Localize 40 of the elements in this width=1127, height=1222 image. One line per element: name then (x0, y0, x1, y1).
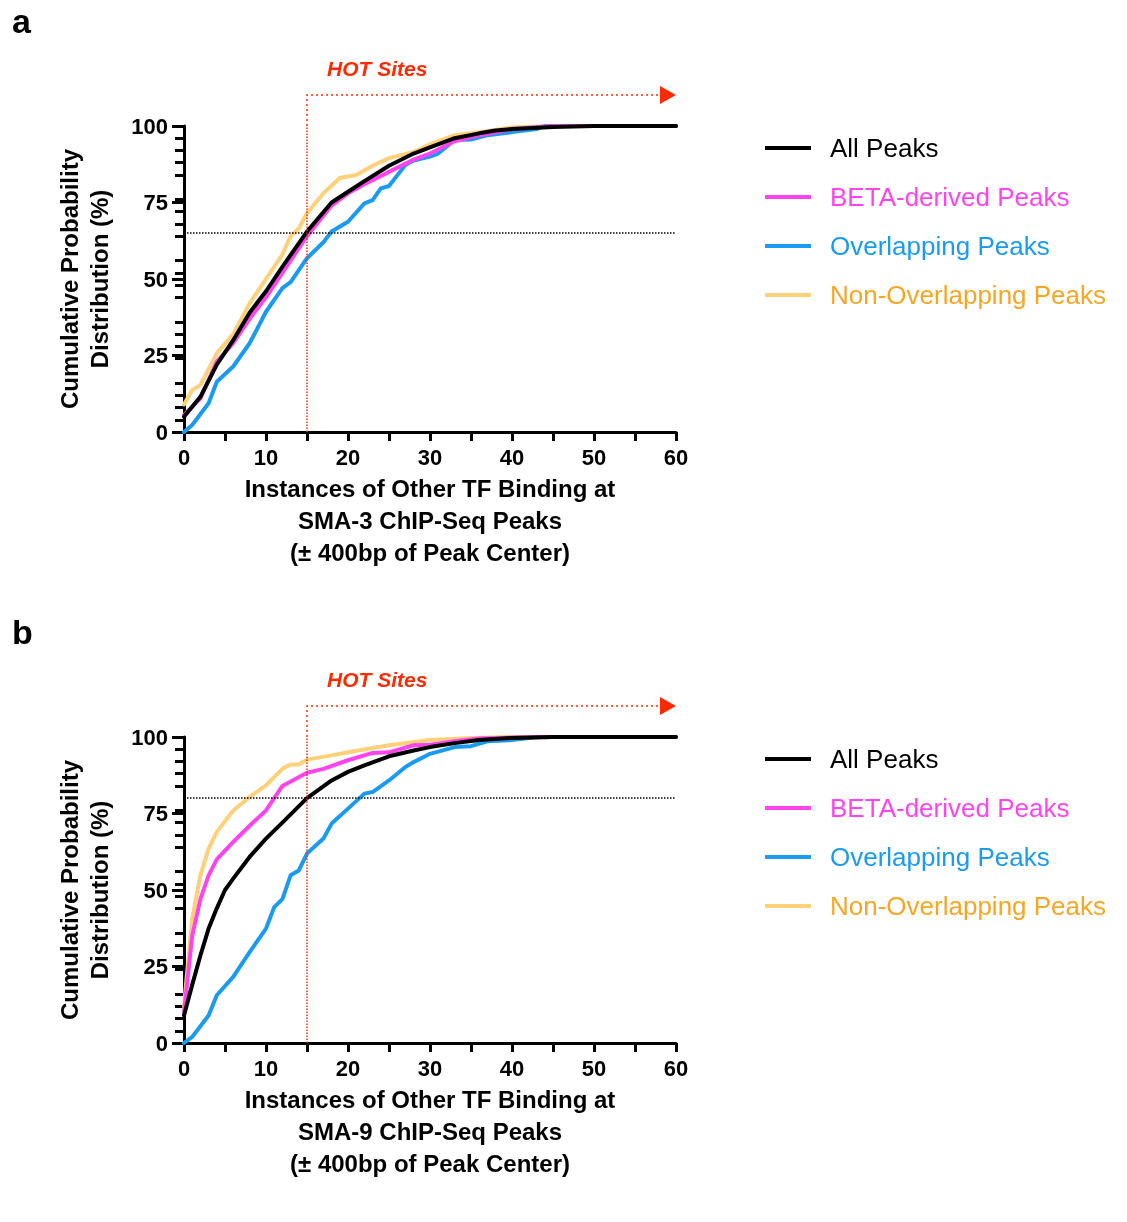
x-tick-label: 10 (253, 444, 279, 470)
x-tick-label: 50 (581, 1055, 607, 1081)
x-tick-label: 60 (663, 444, 689, 470)
legend-label: Overlapping Peaks (830, 842, 1050, 872)
x-tick-label: 50 (581, 444, 607, 470)
y-tick-label: 75 (143, 801, 168, 826)
legend-label: All Peaks (830, 744, 939, 774)
legend-label: BETA-derived Peaks (830, 793, 1070, 823)
legend-label: BETA-derived Peaks (830, 182, 1070, 212)
y-axis-title: Cumulative Probability Distribution (%) (55, 759, 113, 1021)
legend-label: Non-Overlapping Peaks (830, 280, 1107, 310)
y-tick-label: 25 (143, 343, 168, 368)
y-tick-label: 75 (143, 190, 168, 215)
x-axis-title: Instances of Other TF Binding at SMA-3 ChIP-Seq Peaks (± 400bp of Peak Center) (244, 475, 616, 567)
x-tick-label: 30 (417, 444, 443, 470)
y-tick-label: 100 (131, 724, 168, 750)
chart-title: a (12, 2, 31, 41)
legend-label: Non-Overlapping Peaks (830, 891, 1107, 921)
x-tick-label: 10 (253, 1055, 279, 1081)
chart-title: b (12, 613, 33, 652)
text: HOT Sites (327, 668, 428, 692)
y-axis-title: Cumulative Probability Distribution (%) (55, 148, 113, 410)
y-tick-label: 0 (155, 419, 168, 445)
x-tick-label: 40 (499, 444, 525, 470)
legend-label: Overlapping Peaks (830, 231, 1050, 261)
x-tick-label: 30 (417, 1055, 443, 1081)
x-tick-label: 60 (663, 1055, 689, 1081)
legend-label: All Peaks (830, 133, 939, 163)
y-tick-label: 50 (143, 266, 168, 292)
y-tick-label: 100 (131, 113, 168, 139)
x-tick-label: 0 (177, 1055, 191, 1081)
x-tick-label: 20 (335, 1055, 361, 1081)
y-tick-label: 50 (143, 877, 168, 903)
x-tick-label: 0 (177, 444, 191, 470)
text: HOT Sites (327, 57, 428, 81)
x-tick-label: 40 (499, 1055, 525, 1081)
y-tick-label: 25 (143, 954, 168, 979)
y-tick-label: 0 (155, 1030, 168, 1056)
x-axis-title: Instances of Other TF Binding at SMA-9 ChIP-Seq Peaks (± 400bp of Peak Center) (244, 1086, 616, 1178)
x-tick-label: 20 (335, 444, 361, 470)
